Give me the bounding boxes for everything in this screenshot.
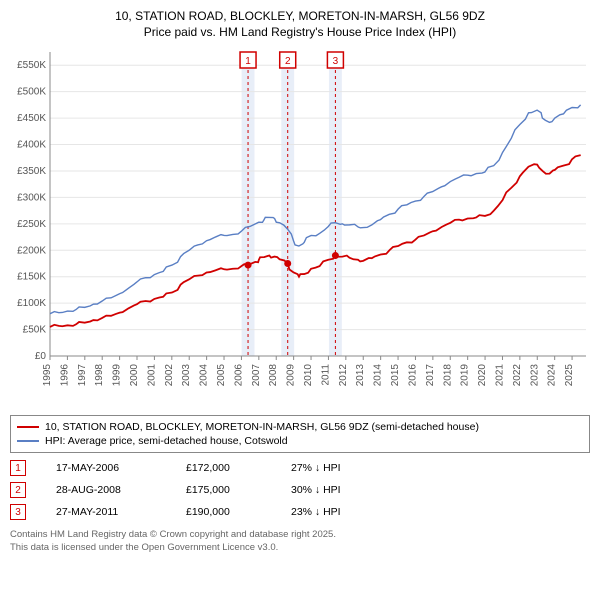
svg-text:£350K: £350K xyxy=(17,166,46,177)
svg-text:£400K: £400K xyxy=(17,140,46,151)
marker-row: 1 17-MAY-2006 £172,000 27% ↓ HPI xyxy=(10,457,590,479)
svg-text:£150K: £150K xyxy=(17,272,46,283)
marker-price: £175,000 xyxy=(186,484,261,496)
svg-text:2016: 2016 xyxy=(407,364,418,387)
svg-text:£0: £0 xyxy=(35,351,47,362)
title-line-2: Price paid vs. HM Land Registry's House … xyxy=(10,24,590,40)
svg-text:2003: 2003 xyxy=(181,364,192,387)
svg-text:£550K: £550K xyxy=(17,61,46,72)
svg-text:2009: 2009 xyxy=(286,364,297,387)
chart-title: 10, STATION ROAD, BLOCKLEY, MORETON-IN-M… xyxy=(10,8,590,40)
marker-delta: 30% ↓ HPI xyxy=(291,484,371,496)
legend-label: 10, STATION ROAD, BLOCKLEY, MORETON-IN-M… xyxy=(45,421,479,433)
svg-text:2014: 2014 xyxy=(373,364,384,387)
svg-text:£250K: £250K xyxy=(17,219,46,230)
marker-delta: 23% ↓ HPI xyxy=(291,506,371,518)
svg-text:2011: 2011 xyxy=(320,364,331,386)
line-chart: £0 £50K £100K £150K £200K £250K £300K £350K £400… xyxy=(10,44,590,404)
marker-date: 17-MAY-2006 xyxy=(56,462,156,474)
svg-text:2023: 2023 xyxy=(529,364,540,387)
legend-item: HPI: Average price, semi-detached house,… xyxy=(17,434,583,448)
legend-swatch xyxy=(17,440,39,442)
footer-line-1: Contains HM Land Registry data © Crown c… xyxy=(10,529,590,541)
footer-attribution: Contains HM Land Registry data © Crown c… xyxy=(10,529,590,554)
svg-text:2002: 2002 xyxy=(164,364,175,387)
svg-text:£500K: £500K xyxy=(17,87,46,98)
marker-delta: 27% ↓ HPI xyxy=(291,462,371,474)
svg-text:2025: 2025 xyxy=(564,364,575,387)
marker-badge: 3 xyxy=(10,504,26,520)
svg-text:1997: 1997 xyxy=(77,364,88,387)
svg-text:2017: 2017 xyxy=(425,364,436,387)
svg-text:2000: 2000 xyxy=(129,364,140,387)
legend-swatch xyxy=(17,426,39,428)
title-line-1: 10, STATION ROAD, BLOCKLEY, MORETON-IN-M… xyxy=(10,8,590,24)
svg-text:£450K: £450K xyxy=(17,113,46,124)
svg-text:3: 3 xyxy=(333,56,339,67)
svg-text:1998: 1998 xyxy=(94,364,105,387)
svg-text:2012: 2012 xyxy=(338,364,349,387)
svg-text:2005: 2005 xyxy=(216,364,227,387)
svg-text:2006: 2006 xyxy=(233,364,244,387)
marker-row: 3 27-MAY-2011 £190,000 23% ↓ HPI xyxy=(10,501,590,523)
svg-text:2: 2 xyxy=(285,56,291,67)
svg-text:2019: 2019 xyxy=(460,364,471,387)
svg-text:2001: 2001 xyxy=(146,364,157,387)
marker-badge: 1 xyxy=(10,460,26,476)
svg-text:2018: 2018 xyxy=(442,364,453,387)
svg-text:1996: 1996 xyxy=(59,364,70,387)
marker-row: 2 28-AUG-2008 £175,000 30% ↓ HPI xyxy=(10,479,590,501)
svg-text:2015: 2015 xyxy=(390,364,401,387)
svg-text:1: 1 xyxy=(245,56,251,67)
svg-text:£300K: £300K xyxy=(17,193,46,204)
svg-text:2020: 2020 xyxy=(477,364,488,387)
legend: 10, STATION ROAD, BLOCKLEY, MORETON-IN-M… xyxy=(10,415,590,453)
legend-label: HPI: Average price, semi-detached house,… xyxy=(45,435,288,447)
svg-text:£50K: £50K xyxy=(23,325,47,336)
svg-text:2008: 2008 xyxy=(268,364,279,387)
svg-text:2007: 2007 xyxy=(251,364,262,387)
marker-table: 1 17-MAY-2006 £172,000 27% ↓ HPI 2 28-AUG-200… xyxy=(10,457,590,523)
marker-date: 28-AUG-2008 xyxy=(56,484,156,496)
footer-line-2: This data is licensed under the Open Gov… xyxy=(10,542,590,554)
marker-price: £190,000 xyxy=(186,506,261,518)
marker-price: £172,000 xyxy=(186,462,261,474)
svg-text:1995: 1995 xyxy=(42,364,53,387)
svg-text:2024: 2024 xyxy=(547,364,558,387)
chart-container: 10, STATION ROAD, BLOCKLEY, MORETON-IN-M… xyxy=(0,0,600,560)
svg-text:£100K: £100K xyxy=(17,299,46,310)
svg-text:2010: 2010 xyxy=(303,364,314,387)
legend-item: 10, STATION ROAD, BLOCKLEY, MORETON-IN-M… xyxy=(17,420,583,434)
svg-text:2013: 2013 xyxy=(355,364,366,387)
svg-text:2004: 2004 xyxy=(199,364,210,387)
marker-badge: 2 xyxy=(10,482,26,498)
svg-text:2021: 2021 xyxy=(494,364,505,387)
svg-text:£200K: £200K xyxy=(17,246,46,257)
svg-text:1999: 1999 xyxy=(112,364,123,387)
svg-text:2022: 2022 xyxy=(512,364,523,387)
marker-date: 27-MAY-2011 xyxy=(56,506,156,518)
